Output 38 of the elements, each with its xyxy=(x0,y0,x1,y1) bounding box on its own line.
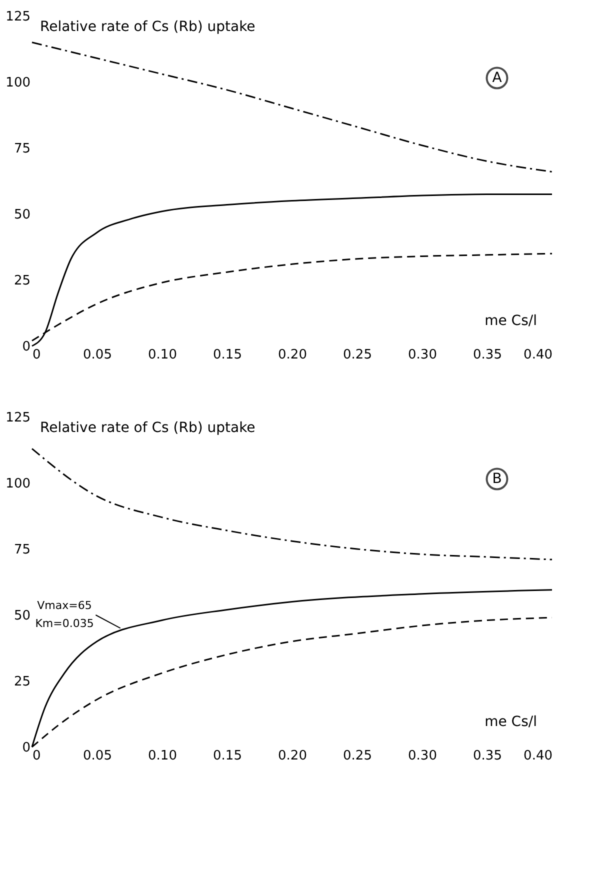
line-series xyxy=(31,42,553,173)
x-axis-title: me Cs/l xyxy=(484,714,537,730)
x-tick-label: 0.10 xyxy=(148,348,177,362)
x-tick-label: 0 xyxy=(32,748,41,764)
x-axis-title: me Cs/l xyxy=(484,313,537,329)
x-tick-label: 0.15 xyxy=(213,748,242,764)
x-tick-label: 0.05 xyxy=(83,348,112,362)
y-tick-label: 125 xyxy=(6,410,30,426)
line-series xyxy=(31,448,553,560)
y-tick-label: 75 xyxy=(14,142,30,156)
x-tick-label: 0.40 xyxy=(524,748,552,764)
x-tick-label: 0.30 xyxy=(408,748,437,764)
y-tick-label: 125 xyxy=(6,10,30,24)
x-tick-label: 0.10 xyxy=(148,748,177,764)
y-tick-label: 100 xyxy=(6,476,30,492)
x-tick-label: 0.30 xyxy=(408,348,437,362)
x-tick-label: 0.40 xyxy=(524,348,552,362)
annotation: Vmax=65 Km=0.035 xyxy=(35,598,94,630)
x-tick-label: 0.25 xyxy=(343,348,372,362)
x-tick-label: 0.20 xyxy=(278,748,307,764)
x-tick-label: 0.05 xyxy=(83,748,112,764)
x-tick-label: 0 xyxy=(32,348,41,362)
y-axis-title: Relative rate of Cs (Rb) uptake xyxy=(40,19,256,35)
y-tick-label: 50 xyxy=(14,608,30,624)
x-tick-label: 0.35 xyxy=(473,748,502,764)
y-tick-label: 50 xyxy=(14,208,30,222)
annotation: A xyxy=(492,70,502,86)
annotation: B xyxy=(492,471,502,487)
x-tick-label: 0.20 xyxy=(278,348,307,362)
y-axis-title: Relative rate of Cs (Rb) uptake xyxy=(40,420,256,436)
x-tick-label: 0.15 xyxy=(213,348,242,362)
x-tick-label: 0.25 xyxy=(343,748,372,764)
y-tick-label: 25 xyxy=(14,674,30,690)
y-tick-label: 75 xyxy=(14,542,30,558)
y-tick-label: 100 xyxy=(6,76,30,90)
x-tick-label: 0.35 xyxy=(473,348,502,362)
y-tick-label: 25 xyxy=(14,274,30,288)
line-series xyxy=(31,193,553,347)
